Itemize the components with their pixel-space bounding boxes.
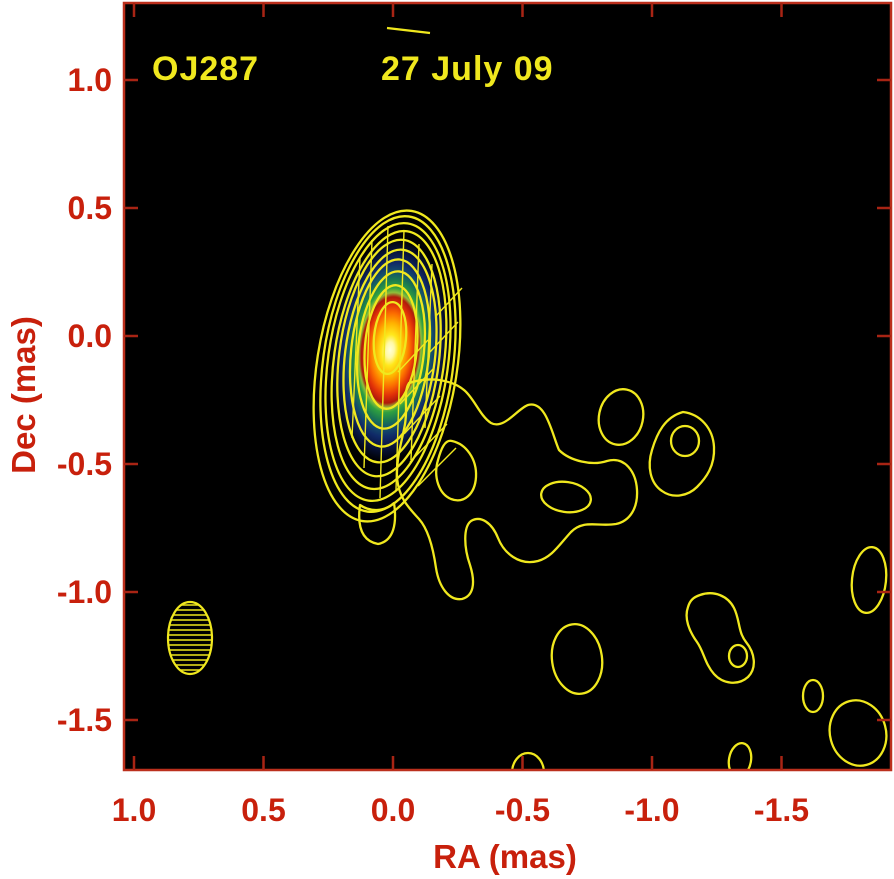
axes-frame-and-ticks bbox=[122, 1, 893, 772]
jet-blob-contour bbox=[801, 678, 825, 714]
y-tick-label: -1.5 bbox=[56, 702, 112, 738]
core-contour bbox=[324, 221, 452, 503]
polarization-vector bbox=[363, 239, 373, 469]
jet-contour bbox=[685, 592, 755, 684]
y-axis-title: Dec (mas) bbox=[5, 316, 42, 474]
polarization-vector bbox=[403, 395, 441, 435]
core-contour bbox=[363, 284, 419, 410]
jet-blob-contour bbox=[828, 699, 888, 767]
jet-contour bbox=[648, 410, 716, 497]
polarization-vector bbox=[410, 243, 420, 461]
jet-blob-contour bbox=[850, 545, 888, 615]
core-contour bbox=[312, 209, 462, 523]
epoch-date-label: 27 July 09 bbox=[381, 50, 554, 88]
jet-blob-contour bbox=[727, 741, 753, 770]
polarization-vector bbox=[351, 257, 361, 439]
y-tick-label: 1.0 bbox=[67, 62, 112, 98]
jet-blob-contour bbox=[669, 424, 701, 458]
jet-blob-contour bbox=[597, 388, 645, 446]
core-contour bbox=[372, 300, 408, 376]
plot-frame bbox=[122, 1, 893, 772]
polarization-vector bbox=[429, 321, 459, 353]
polarization-scale-bar bbox=[386, 26, 431, 35]
x-tick-label: -1.0 bbox=[624, 792, 680, 828]
jet-blob-contour bbox=[511, 751, 545, 770]
jet-blob-contour bbox=[550, 623, 604, 695]
x-tick-label: 0.5 bbox=[241, 792, 286, 828]
polarization-vector bbox=[409, 423, 448, 463]
core-contour bbox=[330, 229, 448, 491]
x-tick-label: -0.5 bbox=[494, 792, 551, 828]
x-tick-label: 0.0 bbox=[370, 792, 416, 828]
polarization-vector bbox=[424, 263, 433, 429]
plot-background bbox=[123, 2, 892, 771]
map-black-background bbox=[123, 2, 892, 771]
core-contour bbox=[319, 215, 457, 513]
core-contour bbox=[348, 258, 432, 448]
polarization-vector bbox=[379, 225, 389, 499]
jet-contour bbox=[435, 439, 478, 502]
x-axis-title: RA (mas) bbox=[433, 838, 577, 875]
y-tick-label: 0.5 bbox=[67, 190, 112, 226]
source-name-label: OJ287 bbox=[152, 50, 260, 88]
x-tick-label: 1.0 bbox=[111, 792, 157, 828]
polarization-vector bbox=[399, 367, 435, 405]
polarization-vector bbox=[435, 287, 463, 317]
intensity-contours bbox=[312, 209, 888, 770]
polarization-vector bbox=[395, 229, 405, 491]
jet-contour bbox=[395, 378, 639, 601]
polarization-vectors bbox=[351, 26, 463, 499]
jet-blob-contour bbox=[540, 480, 592, 514]
y-tick-label: 0.0 bbox=[67, 318, 112, 354]
y-tick-label: -1.0 bbox=[56, 574, 112, 610]
jet-blob-contour bbox=[727, 643, 749, 669]
y-tick-label: -0.5 bbox=[56, 446, 112, 482]
polarization-vector bbox=[417, 447, 457, 487]
polarization-vector bbox=[397, 339, 429, 373]
x-tick-label: -1.5 bbox=[753, 792, 810, 828]
beam-outline bbox=[166, 600, 214, 676]
jet-contour bbox=[358, 501, 397, 546]
